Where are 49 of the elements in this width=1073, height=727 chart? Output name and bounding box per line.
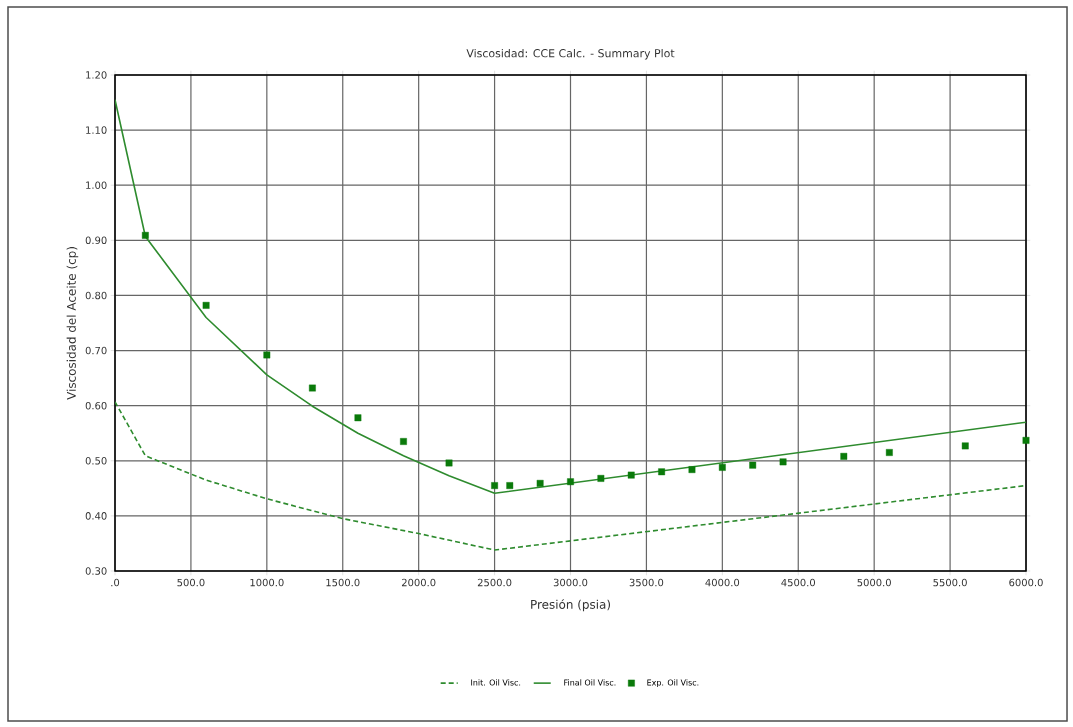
x-tick-label: 2500.0 (477, 578, 512, 587)
point (400, 438, 407, 445)
point (961, 442, 969, 450)
point (718, 463, 726, 471)
x-tick-label: .0 (111, 578, 120, 587)
y-tick-label: 1.10 (86, 126, 107, 134)
point (885, 449, 893, 456)
point (506, 482, 514, 489)
x-tick-label: 4000.0 (705, 578, 740, 587)
chart-title: Viscosidad: CCE Calc. - Summary Plot (466, 48, 675, 60)
x-tick-label: 2000.0 (401, 578, 436, 587)
point (536, 479, 544, 487)
y-tick-label: 0.30 (85, 567, 107, 575)
y-axis-title: Viscosidad del Aceite (cp) (66, 247, 79, 400)
line-series (115, 98, 1027, 495)
y-tick-label: 1.00 (86, 181, 107, 189)
x-tick-label: 4500.0 (781, 578, 816, 587)
x-tick-label: 1000.0 (250, 578, 284, 587)
y-tick-label: 0.80 (85, 291, 107, 300)
point (567, 478, 574, 486)
point (263, 351, 271, 359)
point (202, 301, 210, 309)
y-tick-label: 0.50 (85, 457, 107, 465)
y-tick-label: 0.60 (85, 401, 107, 410)
point (627, 471, 635, 479)
y-tick-label: 1.20 (86, 71, 107, 79)
point (749, 461, 757, 469)
point (688, 466, 696, 473)
x-tick-label: 6000.0 (1009, 578, 1043, 587)
point (597, 475, 605, 482)
point (354, 414, 362, 422)
x-tick-label: 3500.0 (629, 578, 664, 587)
point (308, 384, 316, 392)
y-tick-label: 0.70 (85, 346, 107, 355)
y-tick-label: 0.40 (85, 512, 107, 520)
point (658, 468, 665, 476)
x-axis-title: Presión (psia) (531, 599, 611, 612)
point (445, 459, 453, 467)
x-tick-label: 3000.0 (553, 578, 588, 587)
point (1022, 436, 1030, 444)
x-tick-label: 500.0 (177, 578, 205, 587)
point (840, 452, 848, 460)
y-tick-label: 0.90 (85, 236, 107, 245)
point (779, 458, 787, 466)
x-tick-label: 5000.0 (857, 578, 891, 587)
point (141, 231, 149, 239)
point (491, 482, 498, 489)
x-tick-label: 5500.0 (933, 578, 967, 587)
x-tick-label: 1500.0 (326, 578, 360, 587)
